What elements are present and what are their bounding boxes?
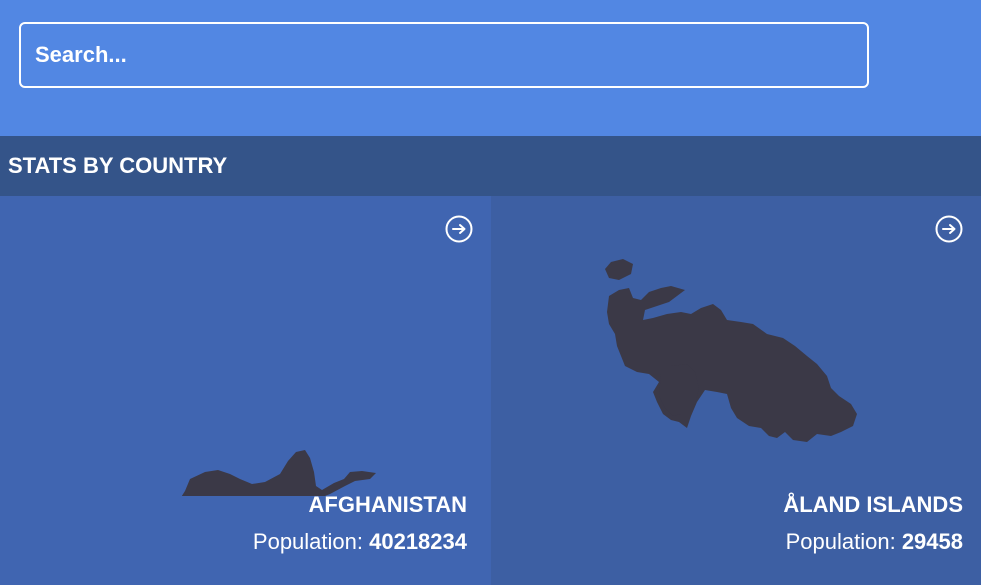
country-population: Population: 40218234: [253, 529, 467, 555]
search-input[interactable]: [21, 24, 867, 86]
country-population: Population: 29458: [786, 529, 963, 555]
country-name: AFGHANISTAN: [308, 492, 467, 517]
section-header: STATS BY COUNTRY: [0, 136, 981, 196]
top-bar: [0, 0, 981, 136]
arrow-right-circle-icon[interactable]: [935, 215, 963, 243]
arrow-right-circle-icon[interactable]: [445, 215, 473, 243]
section-title: STATS BY COUNTRY: [8, 153, 228, 178]
country-card-afghanistan[interactable]: AFGHANISTAN Population: 40218234: [0, 196, 491, 585]
population-value: 40218234: [369, 529, 467, 554]
population-label: Population:: [785, 529, 902, 554]
country-grid: AFGHANISTAN Population: 40218234 ÅLAND I…: [0, 196, 981, 585]
population-value: 29458: [901, 529, 963, 554]
aland-islands-map-shape: [605, 259, 857, 442]
country-name: ÅLAND ISLANDS: [783, 492, 963, 517]
afghanistan-map-shape: [181, 450, 376, 496]
country-card-aland-islands[interactable]: ÅLAND ISLANDS Population: 29458: [491, 196, 981, 585]
search-box[interactable]: [19, 22, 869, 88]
population-label: Population:: [252, 529, 370, 554]
